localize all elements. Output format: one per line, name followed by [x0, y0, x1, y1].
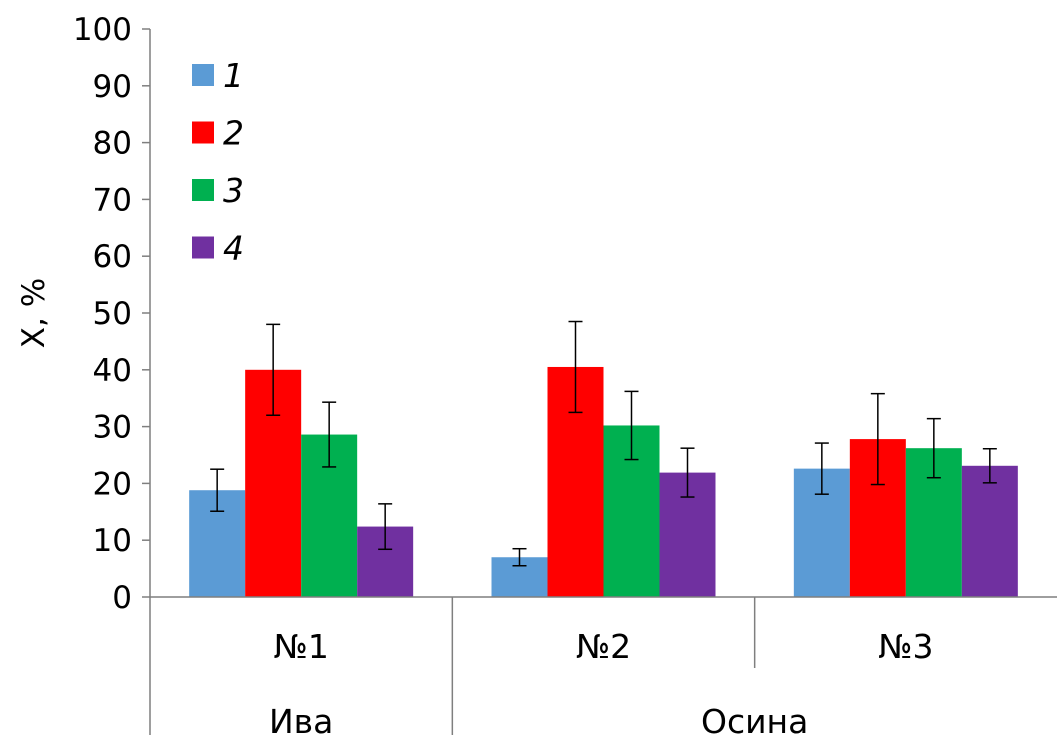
legend-label-1: 1	[223, 56, 244, 95]
error-bar-series-2-№2	[568, 320, 583, 414]
error-bar-series-2-№3	[870, 392, 885, 486]
error-bar-series-4-№2	[680, 447, 695, 498]
y-axis-label: X, %	[16, 278, 52, 348]
x-group-label: Осина	[701, 702, 808, 735]
error-bars	[210, 320, 997, 567]
y-tick-label: 0	[112, 580, 132, 616]
error-bar-series-3-№1	[322, 401, 337, 468]
error-bar-series-1-№1	[210, 468, 225, 512]
legend: 1 2 3 4	[192, 56, 244, 268]
y-tick-label: 80	[93, 126, 132, 162]
error-bar-series-4-№1	[378, 503, 393, 551]
error-bar-series-3-№3	[926, 417, 941, 479]
y-tick-label: 70	[93, 182, 132, 218]
y-tick-label: 30	[93, 410, 132, 446]
legend-label-2: 2	[223, 114, 244, 153]
legend-swatch-2	[192, 121, 214, 144]
x-group-label: Ива	[269, 702, 333, 735]
y-axis: 0 10 20 30 40 50 60 70 80 90 100	[73, 12, 151, 616]
y-tick-label: 90	[93, 69, 132, 105]
error-bar-series-4-№3	[982, 448, 997, 484]
bars	[189, 366, 1018, 597]
x-category-label: №3	[878, 627, 933, 666]
error-bar-series-3-№2	[624, 390, 639, 461]
x-axis: №1 №2 №3 Ива Осина	[149, 596, 1057, 735]
y-tick-label: 50	[93, 296, 132, 332]
bar-series-4-№3	[961, 465, 1018, 597]
x-category-label: №2	[576, 627, 631, 666]
y-tick-label: 10	[93, 523, 132, 559]
error-bar-series-1-№2	[512, 547, 527, 567]
x-category-label: №1	[274, 627, 329, 666]
legend-swatch-3	[192, 179, 214, 201]
legend-label-3: 3	[223, 171, 244, 210]
legend-swatch-1	[192, 64, 214, 86]
y-tick-label: 20	[93, 466, 132, 502]
error-bar-series-1-№3	[814, 442, 829, 495]
legend-swatch-4	[192, 236, 214, 259]
y-tick-label: 40	[93, 353, 132, 389]
error-bar-series-2-№1	[266, 323, 281, 416]
legend-label-4: 4	[223, 229, 244, 268]
y-tick-label: 100	[73, 12, 132, 48]
y-tick-label: 60	[93, 239, 132, 275]
